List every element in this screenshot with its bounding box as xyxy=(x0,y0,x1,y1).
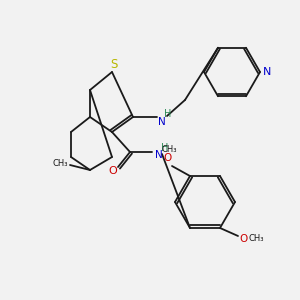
Text: O: O xyxy=(240,234,248,244)
Text: CH₃: CH₃ xyxy=(161,145,177,154)
Text: H: H xyxy=(161,143,169,153)
Text: CH₃: CH₃ xyxy=(52,160,68,169)
Text: O: O xyxy=(109,166,117,176)
Text: N: N xyxy=(158,117,166,127)
Text: O: O xyxy=(163,153,171,163)
Text: N: N xyxy=(155,150,163,160)
Text: CH₃: CH₃ xyxy=(248,235,264,244)
Text: S: S xyxy=(110,58,118,71)
Text: H: H xyxy=(164,109,172,119)
Text: N: N xyxy=(263,67,271,77)
